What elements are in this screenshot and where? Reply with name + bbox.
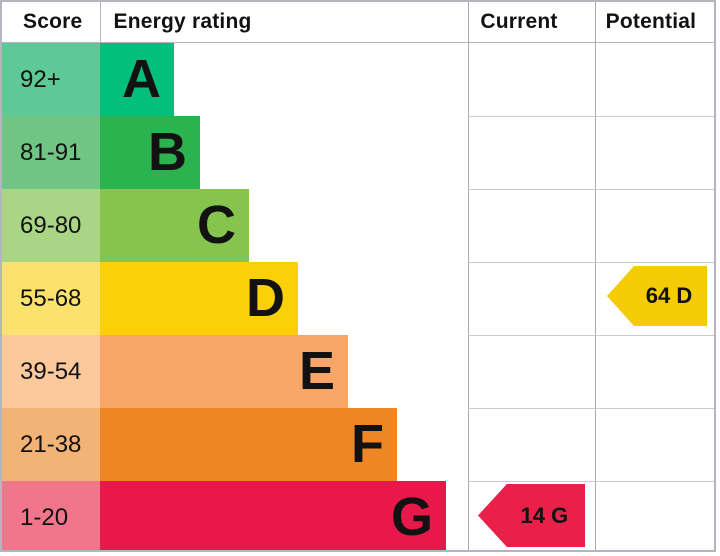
- band-letter: F: [351, 413, 384, 474]
- band-bar: F: [100, 408, 397, 481]
- band-letter: C: [197, 194, 236, 255]
- potential-rating-label: 64 D: [645, 283, 693, 308]
- row-gridline: [468, 335, 714, 336]
- band-bar: D: [100, 262, 298, 335]
- band-row: 55-68 D: [2, 262, 714, 335]
- band-bar: B: [100, 116, 200, 189]
- band-letter: E: [298, 340, 335, 401]
- band-score-range: 55-68: [2, 262, 100, 335]
- band-bar: E: [100, 335, 348, 408]
- bands-area: 92+ A 81-91 B 69-80 C 55-68 D 39-54 E 21…: [2, 43, 714, 550]
- band-score-range: 21-38: [2, 408, 100, 481]
- band-bar: C: [100, 189, 249, 262]
- band-score-range: 1-20: [2, 481, 100, 550]
- band-score-range: 69-80: [2, 189, 100, 262]
- row-gridline: [468, 408, 714, 409]
- band-score-range: 39-54: [2, 335, 100, 408]
- band-row: 69-80 C: [2, 189, 714, 262]
- band-row: 81-91 B: [2, 116, 714, 189]
- row-gridline: [468, 481, 714, 482]
- header-energy-rating: Energy rating: [99, 2, 466, 42]
- band-letter: D: [246, 267, 285, 328]
- row-gridline: [468, 262, 714, 263]
- header-current: Current: [480, 10, 558, 33]
- potential-column-divider: [595, 2, 596, 550]
- band-score-range: 81-91: [2, 116, 100, 189]
- band-bar: G: [100, 481, 446, 550]
- band-row: 39-54 E: [2, 335, 714, 408]
- band-letter: G: [390, 486, 433, 547]
- band-row: 21-38 F: [2, 408, 714, 481]
- current-rating-label: 14 G: [520, 502, 569, 528]
- band-row: 1-20 G: [2, 481, 714, 550]
- band-letter: B: [148, 121, 187, 182]
- band-row: 92+ A: [2, 43, 714, 116]
- header-score: Score: [23, 10, 83, 33]
- current-column-divider: [468, 2, 469, 550]
- band-score-range: 92+: [2, 43, 100, 116]
- row-gridline: [468, 189, 714, 190]
- band-letter: A: [122, 48, 161, 109]
- header-potential: Potential: [605, 10, 697, 33]
- band-bar: A: [100, 43, 174, 116]
- chart-header: Score Energy rating Current Potential: [2, 2, 714, 43]
- row-gridline: [468, 116, 714, 117]
